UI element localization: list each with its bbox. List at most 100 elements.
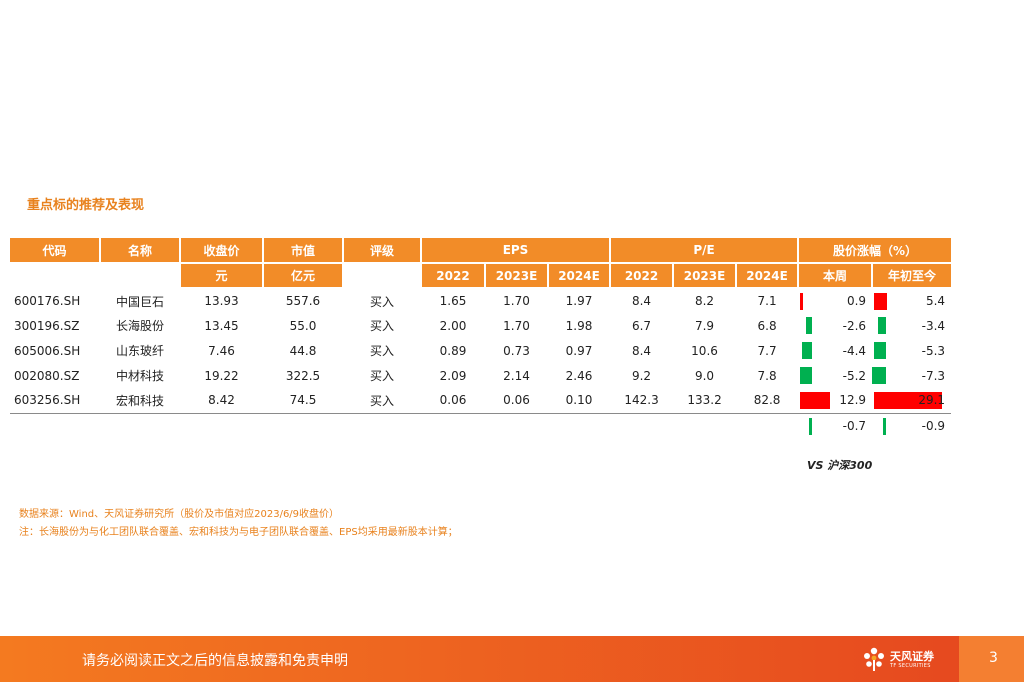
eps-value: 1.70	[503, 318, 530, 333]
table-row: 603256.SH 宏和科技 8.42 74.5 买入 0.06 0.06 0.10 142.3…	[10, 388, 952, 414]
empty-cell	[180, 413, 263, 438]
change-value: -0.7	[842, 418, 867, 433]
eps-value: 2.00	[439, 318, 467, 333]
page-number: 3	[989, 650, 998, 666]
ytd-change: 5.4	[872, 288, 951, 313]
unit-close: 元	[180, 263, 264, 289]
company-logo: 天风证券 TF SECURITIES	[862, 646, 962, 674]
negative-change-bar	[801, 342, 813, 359]
rating: 买入	[369, 369, 394, 383]
positive-change-bar	[874, 293, 887, 310]
empty-cell	[263, 413, 343, 438]
empty-cell	[548, 413, 610, 438]
change-value: 5.4	[925, 294, 946, 308]
change-value: 29.1	[918, 393, 946, 408]
table-row: 002080.SZ 中材科技 19.22 322.5 买入 2.09 2.14 2.46 9.2…	[10, 363, 951, 388]
pe-value: 7.9	[694, 318, 715, 333]
stock-code: 600176.SH	[14, 294, 81, 308]
stock-code: 002080.SZ	[14, 368, 80, 383]
flower-logo-icon	[864, 647, 884, 671]
logo-subtitle: TF SECURITIES	[890, 663, 931, 669]
pe-value: 8.2	[694, 294, 715, 308]
coverage-note: 注：长海股份为与化工团队联合覆盖、宏和科技为与电子团队联合覆盖、EPS均采用最新…	[19, 527, 458, 538]
pe-value: 7.1	[757, 294, 777, 308]
eps-value: 0.06	[421, 388, 485, 414]
stock-code: 605006.SH	[14, 343, 81, 358]
pe-value: 8.4	[631, 294, 652, 308]
market-cap: 557.6	[285, 294, 321, 308]
stock-name: 中国巨石	[115, 294, 164, 309]
negative-change-bar	[872, 367, 887, 384]
change-value: -7.3	[921, 368, 946, 383]
eps-value: 2.46	[565, 368, 593, 383]
disclaimer-text: 请务必阅读正文之后的信息披露和免责申明	[82, 653, 348, 669]
rating: 买入	[343, 388, 421, 414]
stock-code: 603256.SH	[10, 388, 100, 414]
eps-value: 1.65	[439, 294, 467, 308]
ytd-change: -5.3	[872, 338, 951, 363]
eps-year: 2024E	[548, 263, 612, 289]
notes: 数据来源：Wind、天风证券研究所（股价及市值对应2023/6/9收盘价） 注：…	[19, 506, 458, 542]
data-source-note: 数据来源：Wind、天风证券研究所（股价及市值对应2023/6/9收盘价）	[19, 509, 340, 520]
close-price: 7.46	[208, 343, 235, 358]
positive-change-bar	[874, 392, 942, 409]
stock-name: 宏和科技	[100, 388, 180, 414]
subheader-blank	[10, 263, 101, 289]
change-week-header: 本周	[798, 263, 874, 289]
market-cap: 44.8	[289, 343, 317, 358]
header-rating: 评级	[343, 238, 422, 264]
empty-cell	[343, 413, 421, 438]
rating: 买入	[369, 294, 394, 309]
empty-cell	[736, 413, 798, 438]
market-cap: 322.5	[285, 368, 321, 383]
eps-value: 0.10	[548, 388, 611, 414]
pe-value: 6.7	[631, 318, 652, 333]
change-ytd-header: 年初至今	[872, 263, 952, 289]
change-value: -3.4	[921, 318, 946, 333]
pe-value: 10.6	[691, 343, 718, 358]
logo-name: 天风证券	[890, 650, 934, 663]
benchmark-label: VS 沪深300	[807, 459, 873, 472]
change-value: -2.6	[842, 318, 867, 333]
eps-value: 0.73	[503, 343, 530, 358]
week-change: 0.9	[798, 288, 872, 313]
benchmark-week-change: -0.7	[798, 413, 872, 438]
footer-bar: 请务必阅读正文之后的信息披露和免责申明 天风证券 TF SECURITIES 3	[0, 636, 1024, 682]
header-row: 代码 名称 收盘价 市值 评级 EPS P/E 股价涨幅（%）	[10, 238, 952, 264]
empty-cell	[100, 413, 180, 438]
unit-mcap: 亿元	[263, 263, 344, 289]
pe-value: 9.2	[631, 368, 652, 383]
stock-name: 山东玻纤	[115, 344, 164, 358]
empty-cell	[421, 413, 485, 438]
eps-value: 0.97	[565, 343, 593, 358]
page-number-box	[959, 636, 1024, 682]
rating: 买入	[369, 344, 394, 358]
positive-change-bar	[800, 392, 831, 409]
week-change: -2.6	[798, 313, 872, 338]
rating: 买入	[369, 319, 394, 333]
subheader-blank	[343, 263, 422, 289]
close-price: 19.22	[204, 368, 239, 383]
negative-change-bar	[809, 417, 813, 435]
stock-table: 代码 名称 收盘价 市值 评级 EPS P/E 股价涨幅（%） 元 亿元 202…	[10, 238, 952, 438]
pe-value: 7.7	[757, 343, 777, 358]
pe-year: 2023E	[673, 263, 738, 289]
subheader-blank	[100, 263, 181, 289]
header-close: 收盘价	[180, 238, 264, 264]
header-change: 股价涨幅（%）	[798, 238, 952, 264]
section-title: 重点标的推荐及表现	[27, 198, 145, 213]
week-change: -4.4	[798, 338, 872, 363]
negative-change-bar	[878, 317, 887, 334]
benchmark-row: -0.7 -0.9	[10, 413, 951, 438]
eps-value: 2.14	[503, 368, 530, 383]
close-price: 13.45	[204, 318, 239, 333]
eps-value: 0.06	[485, 388, 548, 414]
header-code: 代码	[10, 238, 101, 264]
change-value: 0.9	[846, 294, 867, 308]
table-row: 605006.SH 山东玻纤 7.46 44.8 买入 0.89 0.73 0.97 8.4 10…	[10, 338, 951, 363]
eps-value: 2.09	[439, 368, 467, 383]
change-value: -4.4	[842, 343, 867, 358]
pe-value: 8.4	[631, 343, 652, 358]
ytd-change: 29.1	[872, 388, 952, 414]
eps-value: 1.70	[503, 294, 530, 308]
